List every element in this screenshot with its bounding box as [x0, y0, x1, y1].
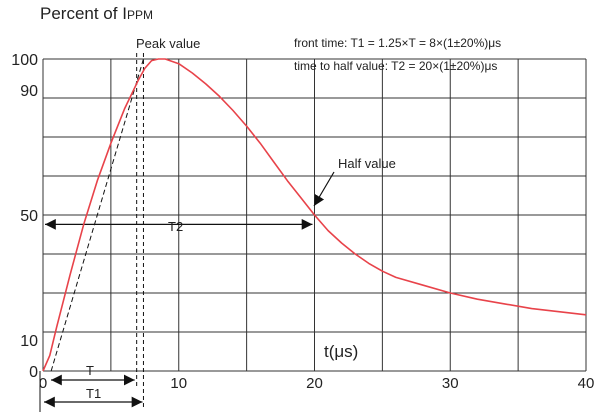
x-tick-label: 10 [170, 375, 187, 392]
series-layer [42, 58, 587, 372]
x-axis-label: t(μs) [324, 342, 358, 361]
peak-value-label: Peak value [136, 36, 200, 51]
y-tick-label: 90 [20, 83, 38, 100]
series-line [42, 58, 587, 372]
tick-labels: 0 10 20 30 40 0 10 50 90 100 [11, 52, 594, 392]
x-tick-label: 20 [306, 375, 323, 392]
x-tick-label: 0 [39, 375, 47, 392]
x-tick-label: 40 [578, 375, 595, 392]
x-tick-label: 30 [442, 375, 459, 392]
t-label: T [86, 363, 94, 378]
y-tick-label: 50 [20, 208, 38, 225]
y-tick-label: 10 [20, 333, 38, 350]
time-to-half-label: time to half value: T2 = 20×(1±20%)μs [294, 59, 497, 73]
half-value-arrow [313, 171, 335, 207]
half-value-label: Half value [338, 156, 396, 171]
t2-label: T2 [168, 219, 183, 234]
t1-label: T1 [86, 386, 101, 401]
y-axis-title: Percent of IPPM [40, 4, 153, 23]
y-tick-label: 100 [11, 52, 38, 69]
front-time-label: front time: T1 = 1.25×T = 8×(1±20%)μs [294, 36, 501, 50]
front-time-line [50, 58, 144, 372]
reference-lines [39, 53, 313, 412]
y-tick-label: 0 [29, 364, 38, 381]
